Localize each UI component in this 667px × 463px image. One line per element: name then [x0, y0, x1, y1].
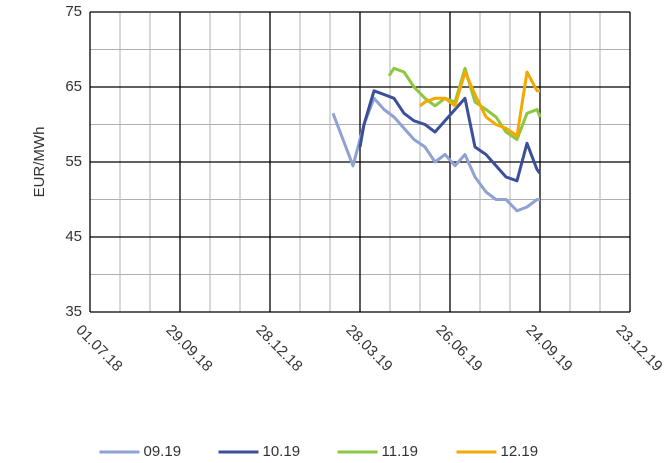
x-tick-label: 29.09.18	[162, 322, 215, 375]
series-line	[387, 66, 542, 141]
x-tick-label: 23.12.19	[612, 322, 665, 375]
legend-label: 10.19	[263, 443, 301, 460]
x-tick-label: 24.09.19	[522, 322, 575, 375]
y-tick-label: 75	[65, 3, 82, 20]
x-tick-label: 26.06.19	[432, 322, 485, 375]
legend-label: 12.19	[501, 443, 539, 460]
series-line	[358, 89, 542, 183]
x-tick-label: 28.12.18	[252, 322, 305, 375]
legend-label: 11.19	[382, 443, 418, 460]
y-tick-label: 45	[65, 228, 82, 245]
x-tick-label: 28.03.19	[342, 322, 395, 375]
series-line	[419, 70, 540, 138]
y-tick-label: 65	[65, 78, 82, 95]
series-line	[331, 96, 540, 213]
y-tick-label: 35	[65, 303, 82, 320]
x-tick-label: 01.07.18	[72, 322, 125, 375]
y-tick-label: 55	[65, 153, 82, 170]
legend-label: 09.19	[144, 443, 182, 460]
y-axis-label: EUR/MWh	[31, 127, 48, 198]
